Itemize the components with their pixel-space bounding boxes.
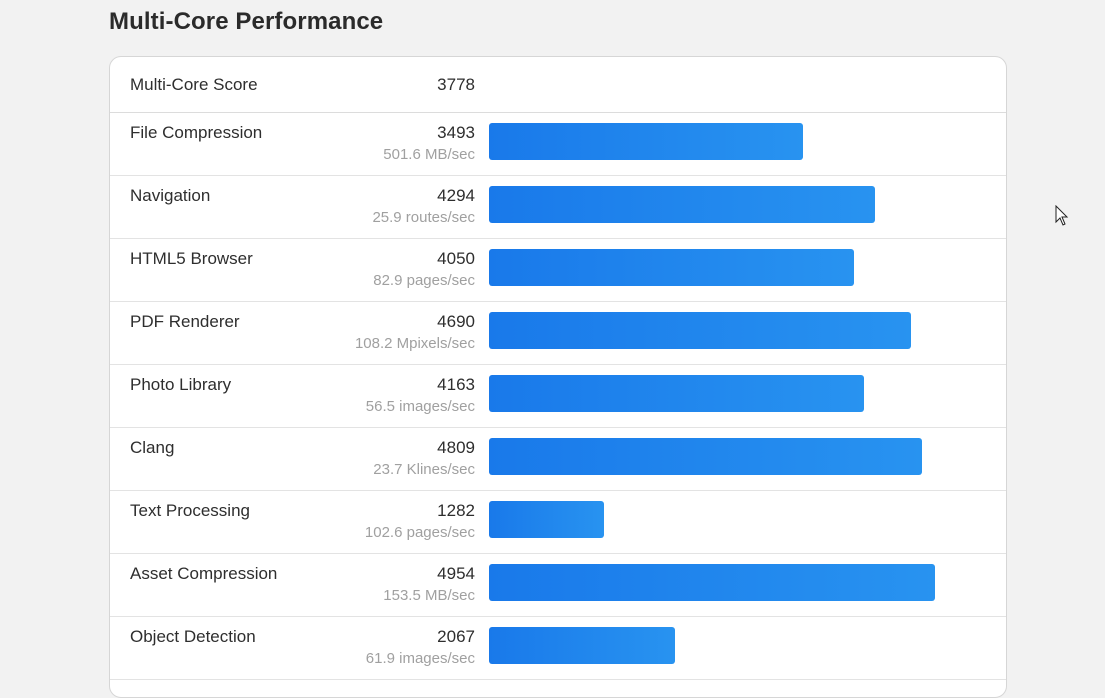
benchmark-name: Navigation <box>130 186 211 205</box>
benchmark-name: File Compression <box>130 123 263 142</box>
benchmark-name: Object Detection <box>130 627 256 646</box>
benchmark-score: 4163 <box>437 375 475 394</box>
benchmark-score: 4294 <box>437 186 475 205</box>
benchmark-row: Navigation 4294 25.9 routes/sec <box>110 176 1006 239</box>
benchmark-row: PDF Renderer 4690 108.2 Mpixels/sec <box>110 302 1006 365</box>
benchmark-throughput: 153.5 MB/sec <box>383 587 475 604</box>
benchmark-score: 4690 <box>437 312 475 331</box>
benchmark-throughput: 108.2 Mpixels/sec <box>354 335 475 352</box>
overall-score-row: Multi-Core Score 3778 <box>110 57 1006 113</box>
overall-score-value: 3778 <box>437 75 475 94</box>
benchmark-score: 3493 <box>437 123 475 142</box>
benchmark-bar <box>489 123 803 160</box>
benchmark-bar <box>489 186 875 223</box>
benchmark-name: HTML5 Browser <box>130 249 253 268</box>
benchmark-row: Asset Compression 4954 153.5 MB/sec <box>110 554 1006 617</box>
benchmark-throughput: 82.9 pages/sec <box>373 272 475 289</box>
benchmark-bar <box>489 564 935 601</box>
benchmark-bar <box>489 627 675 664</box>
benchmark-score: 4050 <box>437 249 475 268</box>
benchmark-name: Clang <box>130 438 175 457</box>
benchmark-row: Clang 4809 23.7 Klines/sec <box>110 428 1006 491</box>
benchmark-bar <box>489 249 854 286</box>
benchmark-score: 2067 <box>437 627 475 646</box>
benchmark-throughput: 61.9 images/sec <box>365 650 475 667</box>
benchmark-card: Multi-Core Score 3778 File Compression 34… <box>109 56 1007 698</box>
benchmark-bar <box>489 438 922 475</box>
benchmark-list: File Compression 3493 501.6 MB/sec Navigati… <box>110 113 1006 680</box>
benchmark-throughput: 25.9 routes/sec <box>372 209 475 226</box>
benchmark-row: Photo Library 4163 56.5 images/sec <box>110 365 1006 428</box>
benchmark-name: PDF Renderer <box>130 312 240 331</box>
benchmark-score: 4809 <box>437 438 475 457</box>
benchmark-score: 4954 <box>437 564 475 583</box>
benchmark-row: File Compression 3493 501.6 MB/sec <box>110 113 1006 176</box>
benchmark-bar <box>489 501 604 538</box>
benchmark-name: Asset Compression <box>130 564 278 583</box>
benchmark-row: HTML5 Browser 4050 82.9 pages/sec <box>110 239 1006 302</box>
benchmark-row: Text Processing 1282 102.6 pages/sec <box>110 491 1006 554</box>
benchmark-score: 1282 <box>437 501 475 520</box>
section-title: Multi-Core Performance <box>109 8 384 35</box>
benchmark-bar <box>489 312 911 349</box>
mouse-pointer-icon <box>1055 205 1069 226</box>
benchmark-name: Text Processing <box>130 501 250 520</box>
overall-score-label: Multi-Core Score <box>130 75 258 94</box>
benchmark-throughput: 56.5 images/sec <box>365 398 475 415</box>
benchmark-name: Photo Library <box>130 375 232 394</box>
benchmark-throughput: 102.6 pages/sec <box>364 524 475 541</box>
benchmark-throughput: 23.7 Klines/sec <box>373 461 475 478</box>
benchmark-bar <box>489 375 864 412</box>
benchmark-throughput: 501.6 MB/sec <box>383 146 475 163</box>
benchmark-row: Object Detection 2067 61.9 images/sec <box>110 617 1006 680</box>
